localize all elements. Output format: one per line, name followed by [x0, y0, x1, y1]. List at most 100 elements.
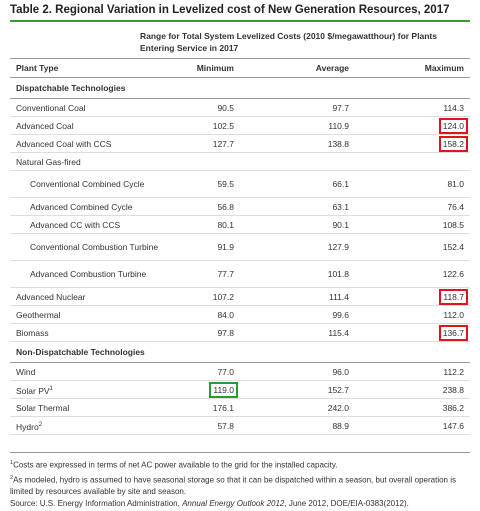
footnote-ref: 1 [49, 385, 53, 392]
footnotes: 1Costs are expressed in terms of net AC … [10, 452, 470, 510]
cost-value: 127.7 [212, 138, 234, 149]
cost-cell: 97.8 [170, 323, 240, 342]
plant-type: Advanced Coal with CCS [10, 134, 170, 153]
cost-value: 81.0 [447, 179, 464, 189]
source: Source: U.S. Energy Information Administ… [10, 498, 470, 510]
table-row: Solar PV1 119.0 152.7 238.8 [10, 380, 470, 399]
column-header: Maximum [355, 58, 470, 78]
cost-value: 88.9 [332, 420, 349, 431]
plant-type: Advanced Combustion Turbine [10, 260, 170, 288]
plant-type: Conventional Combined Cycle [10, 170, 170, 198]
cost-cell: 77.0 [170, 362, 240, 381]
table-row: Advanced Nuclear 107.2 111.4 118.7 [10, 287, 470, 306]
cost-cell: 176.1 [170, 398, 240, 417]
footnote-text: Costs are expressed in terms of net AC p… [13, 460, 338, 470]
cost-cell: 56.8 [170, 197, 240, 216]
cost-cell: 99.6 [240, 305, 355, 324]
cost-value: 77.7 [217, 269, 234, 279]
plant-name: Conventional Combined Cycle [30, 179, 145, 189]
cost-value: 242.0 [327, 402, 349, 413]
plant-name: Conventional Combustion Turbine [30, 242, 159, 252]
cost-cell: 108.5 [355, 215, 470, 234]
cost-value: 63.1 [332, 201, 349, 212]
cost-cell: 90.1 [240, 215, 355, 234]
cost-value: 115.4 [328, 327, 349, 338]
plant-name: Solar PV [16, 385, 50, 396]
cost-cell: 81.0 [355, 170, 470, 198]
footnote-ref: 2 [38, 421, 43, 428]
table-row: Non-Dispatchable Technologies [10, 341, 470, 363]
cost-value: 107.2 [212, 291, 234, 302]
table-row: Hydro2 57.8 88.9 147.6 [10, 416, 470, 435]
footnote-mark: 2 [10, 474, 14, 481]
source-text: , June 2012, DOE/EIA-0383(2012). [284, 499, 409, 509]
cost-value: 386.2 [442, 402, 464, 413]
cost-value: 152.4 [442, 242, 464, 252]
cost-cell: 386.2 [355, 398, 470, 417]
cost-cell: 63.1 [240, 197, 355, 216]
plant-name: Conventional Coal [16, 102, 86, 113]
plant-name: Advanced Combustion Turbine [30, 269, 147, 279]
cost-value: 77.0 [217, 366, 234, 377]
table-body: Dispatchable Technologies Conventional Co… [10, 77, 470, 435]
highlighted-value: 124.0 [438, 117, 468, 134]
cost-cell: 242.0 [240, 398, 355, 417]
highlighted-value: 136.7 [438, 324, 468, 341]
plant-name: Advanced CC with CCS [30, 219, 121, 230]
column-header: Average [240, 58, 355, 78]
cost-cell: 80.1 [170, 215, 240, 234]
cost-cell: 152.7 [240, 380, 355, 399]
cost-value: 90.1 [332, 219, 349, 230]
plant-type: Solar Thermal [10, 398, 170, 417]
table-title: Table 2. Regional Variation in Levelized… [10, 4, 470, 22]
source-text: Source: U.S. Energy Information Administ… [10, 499, 183, 509]
highlighted-value: 119.0 [209, 381, 238, 398]
highlighted-value: 158.2 [438, 135, 468, 152]
footnote: 2As modeled, hydro is assumed to have se… [10, 472, 470, 499]
cost-value: 76.4 [447, 201, 464, 212]
cost-value: 101.8 [327, 269, 349, 279]
table-row: Natural Gas-fired [10, 152, 470, 171]
cost-value: 57.8 [217, 420, 234, 431]
cost-value: 138.8 [327, 138, 349, 149]
cost-table: Plant Type Minimum Average Maximum Dispatch… [10, 58, 470, 435]
plant-type: Biomass [10, 323, 170, 342]
cost-value: 112.0 [443, 309, 464, 320]
highlighted-value: 118.7 [439, 288, 468, 305]
column-header: Plant Type [10, 58, 170, 78]
cost-cell: 102.5 [170, 116, 240, 135]
cost-value: 152.7 [327, 384, 349, 395]
plant-name: Wind [16, 366, 36, 377]
cost-value: 90.5 [217, 102, 234, 113]
cost-value: 97.7 [332, 102, 349, 113]
cost-cell: 158.2 [355, 134, 470, 153]
plant-type: Solar PV1 [10, 380, 170, 399]
plant-name: Advanced Coal [16, 120, 74, 131]
cost-cell: 59.5 [170, 170, 240, 198]
cost-value: 112.2 [443, 366, 464, 377]
cost-value: 238.8 [442, 384, 464, 395]
cost-cell: 115.4 [240, 323, 355, 342]
table-row: Advanced Combined Cycle 56.8 63.1 76.4 [10, 197, 470, 216]
plant-type: Advanced Combined Cycle [10, 197, 170, 216]
cost-cell: 147.6 [355, 416, 470, 435]
cost-cell: 96.0 [240, 362, 355, 381]
cost-value: 176.1 [212, 402, 234, 413]
table-row: Solar Thermal 176.1 242.0 386.2 [10, 398, 470, 417]
footnote-mark: 1 [10, 460, 14, 466]
table-row: Conventional Combustion Turbine 91.9 127.9… [10, 233, 470, 261]
plant-type: Conventional Combustion Turbine [10, 233, 170, 261]
range-heading: Range for Total System Levelized Costs (… [140, 31, 437, 53]
cost-value: 84.0 [217, 309, 234, 320]
plant-name: Advanced Combined Cycle [30, 201, 133, 212]
table-row: Advanced Combustion Turbine 77.7 101.8 122.… [10, 260, 470, 288]
cost-value: 102.5 [212, 120, 234, 131]
table-row: Geothermal 84.0 99.6 112.0 [10, 305, 470, 324]
footnote-text: As modeled, hydro is assumed to have sea… [10, 475, 456, 497]
cost-cell: 127.9 [240, 233, 355, 261]
cost-value: 110.9 [328, 120, 349, 131]
source-title: Annual Energy Outlook 2012 [182, 499, 285, 509]
table-head: Plant Type Minimum Average Maximum [10, 58, 470, 78]
plant-name: Advanced Coal with CCS [16, 138, 112, 149]
